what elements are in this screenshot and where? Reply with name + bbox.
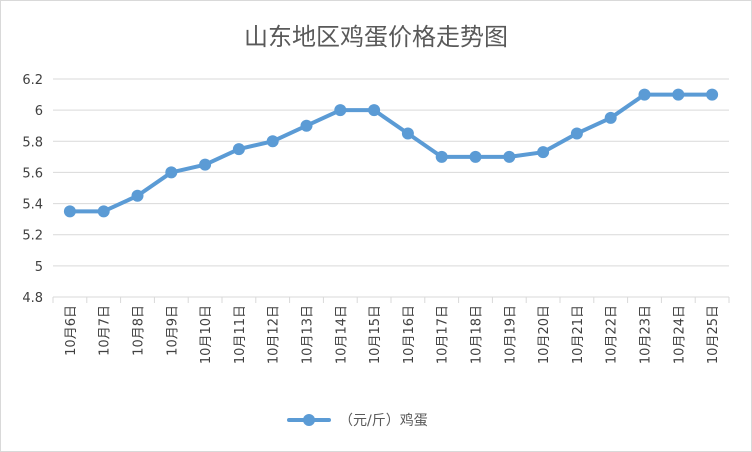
y-tick-label: 6: [35, 104, 43, 119]
gridlines: [53, 78, 729, 298]
x-tick-label: 10月21日: [571, 305, 586, 364]
x-tick-label: 10月10日: [199, 305, 214, 364]
x-tick-label: 10月14日: [334, 305, 349, 364]
data-point: [672, 88, 685, 101]
data-point: [63, 205, 76, 218]
chart-title: 山东地区鸡蛋价格走势图: [244, 23, 508, 51]
data-point: [706, 88, 719, 101]
y-tick-label: 5.6: [22, 166, 43, 181]
data-point: [334, 104, 347, 117]
data-point: [503, 150, 516, 163]
x-tick-label: 10月19日: [503, 305, 518, 364]
x-tick-label: 10月9日: [165, 305, 180, 356]
x-tick-label: 10月8日: [132, 305, 147, 356]
data-point: [131, 189, 144, 202]
legend: （元/斤）鸡蛋: [287, 412, 428, 429]
x-axis-ticks: 10月6日 10月7日 10月8日 10月9日 10月10日 10月11日 10月12日 10…: [52, 297, 730, 364]
series-line: [69, 92, 713, 214]
data-point: [165, 166, 178, 179]
y-axis-ticks: 4.8 5 5.2 5.4 5.6 5.8 6 6.2: [22, 73, 43, 306]
data-point: [266, 135, 279, 148]
x-tick-label: 10月7日: [98, 305, 113, 356]
data-point: [469, 150, 482, 163]
data-point: [638, 88, 651, 101]
data-point: [232, 143, 245, 156]
legend-marker: [303, 414, 315, 426]
x-tick-label: 10月20日: [537, 305, 552, 364]
data-point: [199, 158, 212, 171]
data-point: [368, 104, 381, 117]
x-tick-label: 10月24日: [672, 305, 687, 364]
data-point: [537, 146, 550, 159]
x-tick-label: 10月22日: [605, 305, 620, 364]
x-tick-label: 10月16日: [402, 305, 417, 364]
x-tick-label: 10月25日: [706, 305, 721, 364]
y-tick-label: 5.4: [22, 198, 43, 213]
x-tick-label: 10月18日: [470, 305, 485, 364]
y-tick-label: 4.8: [22, 291, 43, 306]
x-tick-label: 10月6日: [64, 305, 79, 356]
data-point: [570, 127, 583, 140]
y-tick-label: 5.2: [22, 229, 43, 244]
data-point: [97, 205, 110, 218]
x-tick-label: 10月23日: [639, 305, 654, 364]
y-tick-label: 5.8: [22, 135, 43, 150]
data-point: [401, 127, 414, 140]
x-tick-label: 10月13日: [301, 305, 316, 364]
data-point: [300, 119, 313, 132]
x-tick-label: 10月15日: [368, 305, 383, 364]
data-point: [435, 150, 448, 163]
legend-label: （元/斤）鸡蛋: [339, 412, 428, 429]
x-tick-label: 10月17日: [436, 305, 451, 364]
x-tick-label: 10月12日: [267, 305, 282, 364]
y-tick-label: 5: [35, 260, 43, 275]
y-tick-label: 6.2: [22, 73, 43, 88]
series-layer: [63, 88, 719, 218]
data-point: [604, 111, 617, 124]
x-tick-label: 10月11日: [233, 305, 248, 364]
